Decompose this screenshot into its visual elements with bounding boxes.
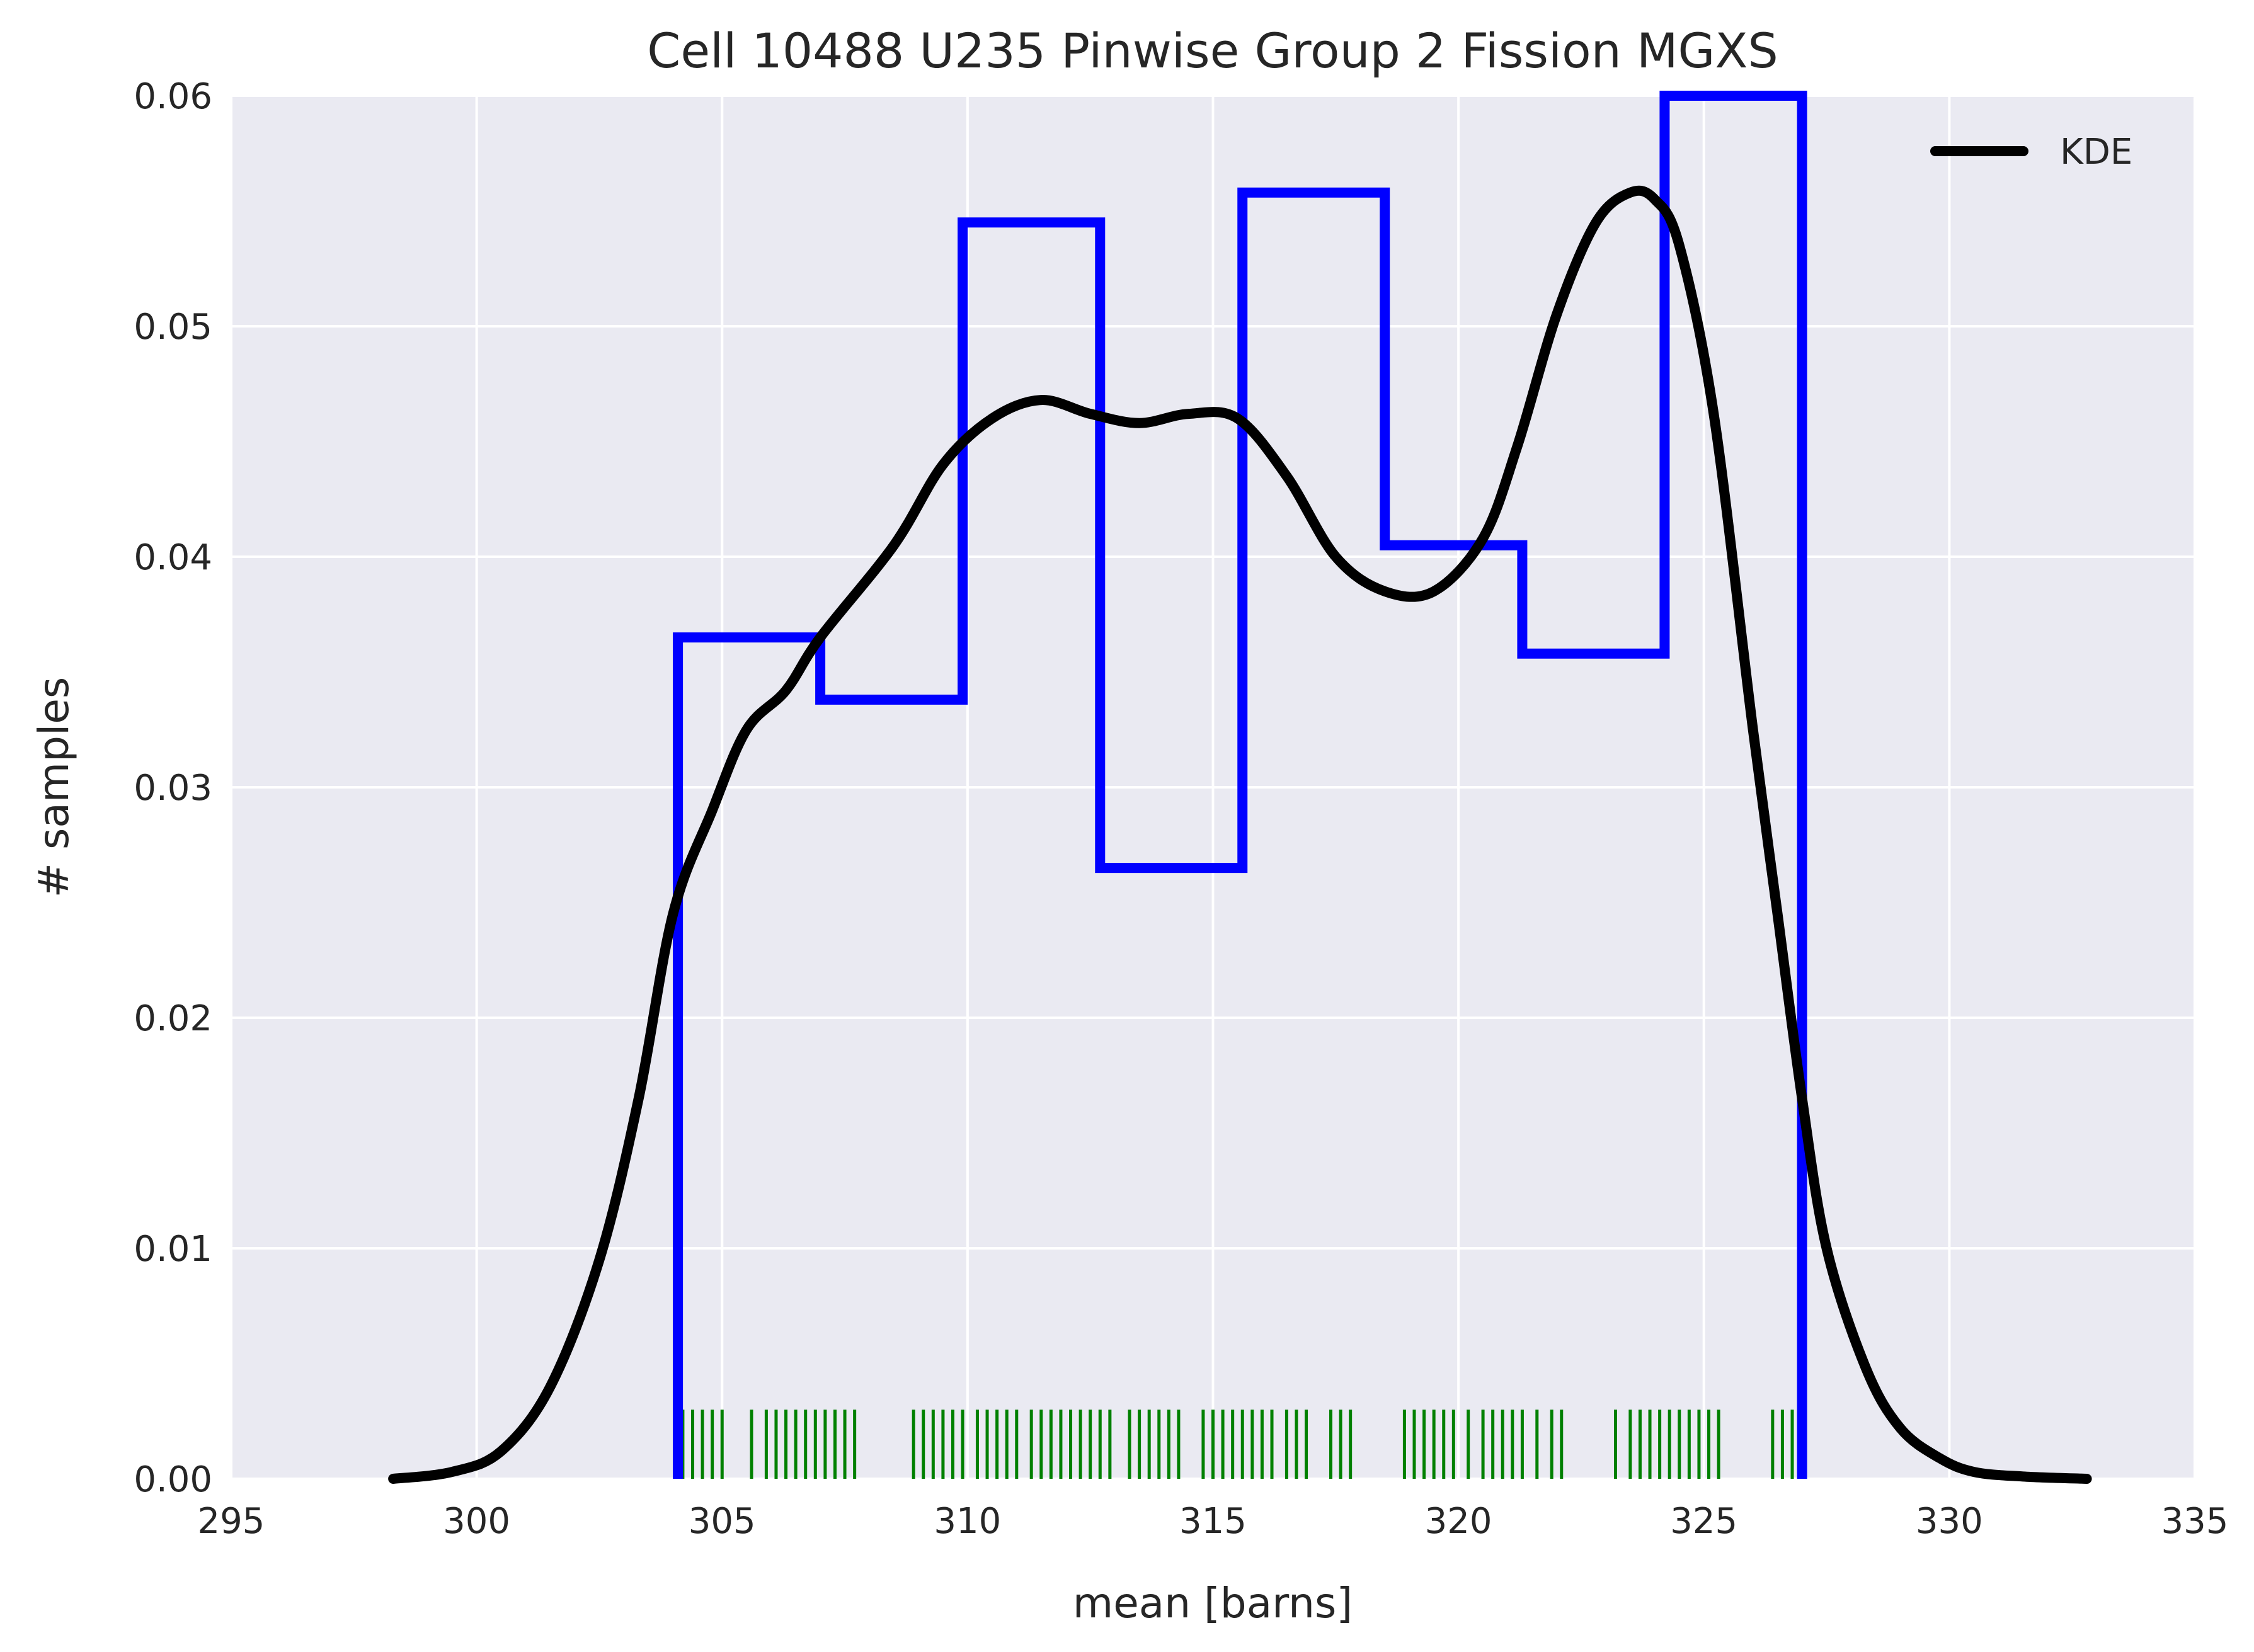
- x-tick-label: 320: [1425, 1501, 1492, 1542]
- legend: KDE: [1930, 132, 2132, 173]
- x-tick-label: 310: [934, 1501, 1001, 1542]
- y-tick-label: 0.01: [134, 1229, 212, 1270]
- y-tick-label: 0.04: [134, 537, 212, 578]
- x-tick-labels: 295 300 305 310 315 320 325 330 335: [198, 1501, 2229, 1542]
- x-tick-label: 295: [198, 1501, 265, 1542]
- y-tick-label: 0.02: [134, 998, 212, 1039]
- x-tick-label: 325: [1670, 1501, 1737, 1542]
- x-tick-label: 330: [1916, 1501, 1983, 1542]
- y-tick-labels: 0.00 0.01 0.02 0.03 0.04 0.05 0.06: [134, 76, 212, 1500]
- rug-marks: [681, 1410, 1804, 1479]
- y-tick-label: 0.00: [134, 1459, 212, 1500]
- x-tick-label: 315: [1179, 1501, 1247, 1542]
- kde-curve: [388, 185, 2092, 1484]
- y-tick-label: 0.03: [134, 768, 212, 809]
- chart-title: Cell 10488 U235 Pinwise Group 2 Fission …: [647, 23, 1778, 79]
- x-tick-label: 305: [689, 1501, 756, 1542]
- x-tick-label: 335: [2161, 1501, 2229, 1542]
- y-axis-label: # samples: [30, 677, 78, 898]
- y-tick-label: 0.06: [134, 76, 212, 117]
- histogram-outline: [673, 91, 1807, 1479]
- x-tick-label: 300: [443, 1501, 510, 1542]
- legend-kde-label: KDE: [2060, 132, 2132, 173]
- x-axis-label: mean [barns]: [1073, 1579, 1353, 1627]
- y-tick-label: 0.05: [134, 307, 212, 348]
